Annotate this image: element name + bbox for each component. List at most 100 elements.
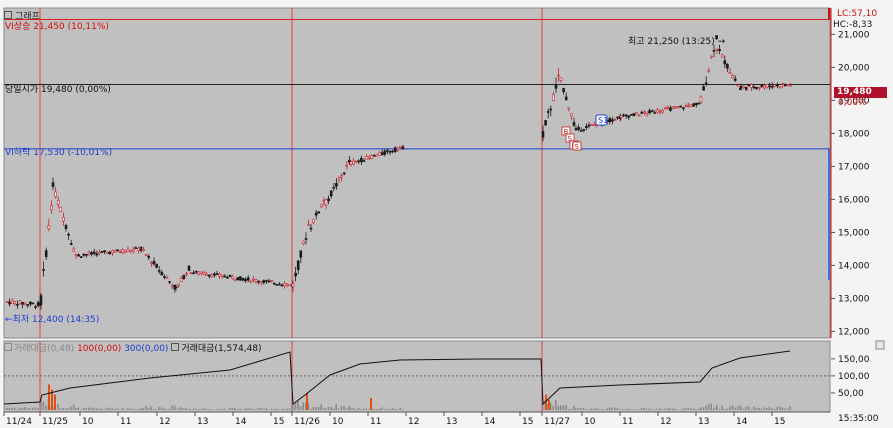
- candle: [207, 274, 211, 277]
- candle: [399, 145, 402, 148]
- volume-bar: [160, 407, 163, 410]
- volume-spike: [51, 389, 53, 410]
- volume-bar: [292, 401, 294, 410]
- x-tick-label: 11/26: [294, 417, 320, 427]
- candle: [131, 248, 135, 252]
- volume-bar: [262, 408, 265, 410]
- volume-bar: [75, 407, 77, 410]
- volume-bar: [745, 406, 747, 410]
- volume-bar: [593, 408, 595, 410]
- volume-bar: [173, 405, 176, 410]
- low-price-label: ←최저 12,400 (14:35): [5, 315, 100, 325]
- candle: [246, 277, 250, 281]
- candle: [590, 124, 593, 126]
- volume-bar: [205, 408, 208, 410]
- volume-bar: [378, 408, 381, 410]
- volume-bar: [252, 409, 254, 410]
- volume-bar: [145, 406, 147, 410]
- volume-bar: [653, 409, 656, 410]
- volume-bar: [188, 408, 190, 410]
- candle: [689, 104, 693, 107]
- checkbox-icon[interactable]: [4, 343, 12, 351]
- x-tick-label: 10: [82, 417, 94, 427]
- volume-bar: [608, 407, 611, 410]
- volume-bar: [155, 408, 158, 410]
- candle: [267, 280, 271, 283]
- candle: [270, 280, 273, 282]
- volume-bar: [116, 408, 119, 410]
- candle: [704, 82, 708, 85]
- volume-bar: [229, 407, 231, 410]
- candle: [134, 247, 138, 249]
- candle: [194, 270, 198, 273]
- candle: [56, 200, 60, 205]
- candle: [26, 304, 30, 306]
- candle: [202, 272, 206, 276]
- price-pane: [3, 7, 831, 339]
- candle: [373, 154, 376, 157]
- candle: [324, 199, 328, 206]
- volume-bar: [121, 407, 124, 410]
- volume-bar: [682, 408, 684, 410]
- pane-scroll-button[interactable]: [875, 340, 885, 350]
- candle: [663, 107, 667, 110]
- current-price-badge: 19,480: [834, 87, 887, 98]
- volume-bar: [67, 408, 70, 410]
- candle: [747, 84, 751, 87]
- candle: [750, 84, 753, 88]
- candle: [720, 54, 724, 58]
- candle: [244, 278, 247, 282]
- candle: [272, 282, 276, 285]
- volume-bar: [185, 407, 187, 410]
- candle: [587, 124, 591, 127]
- volume-bar: [721, 405, 723, 410]
- volume-bar: [297, 401, 299, 410]
- volume-bar: [710, 403, 712, 410]
- volume-bar: [175, 409, 177, 410]
- price-tick-label: 15,000: [838, 228, 870, 238]
- checkbox-icon[interactable]: [4, 11, 12, 19]
- volume-bar: [659, 408, 661, 410]
- candle: [165, 277, 169, 279]
- volume-bar: [93, 407, 95, 410]
- volume-bar: [213, 409, 215, 410]
- candle: [763, 85, 766, 89]
- volume-bar: [244, 408, 247, 410]
- candle: [736, 84, 740, 87]
- candle: [275, 284, 279, 286]
- x-tick-label: 12: [159, 417, 170, 427]
- candle: [220, 274, 224, 277]
- volume-bar: [338, 408, 340, 410]
- trade-marker[interactable]: [572, 141, 582, 151]
- volume-bar: [158, 406, 160, 410]
- trade-marker-label: S: [568, 135, 573, 143]
- volume-bar: [37, 407, 39, 410]
- candle: [739, 87, 742, 91]
- volume-bar: [646, 408, 648, 410]
- volume-bar: [758, 408, 760, 410]
- volume-bar: [200, 408, 202, 410]
- candle: [396, 148, 400, 151]
- candle: [111, 250, 114, 254]
- volume-bar: [373, 408, 375, 410]
- volume-bar: [294, 403, 297, 410]
- candle: [619, 115, 623, 118]
- signal-badge[interactable]: [595, 114, 608, 126]
- candle: [582, 129, 586, 131]
- volume-bar: [247, 408, 249, 410]
- volume-bar: [103, 409, 106, 410]
- volume-bar: [789, 406, 791, 410]
- candle: [320, 204, 323, 208]
- candle: [90, 252, 93, 255]
- volume-bar: [6, 407, 8, 410]
- checkbox-icon[interactable]: [171, 343, 180, 351]
- candle: [613, 119, 617, 122]
- volume-bar: [98, 408, 100, 410]
- candle: [87, 252, 91, 255]
- volume-bar: [223, 408, 226, 410]
- volume-bar: [320, 404, 322, 410]
- candle: [643, 111, 646, 114]
- volume-bar: [562, 405, 565, 410]
- candle: [16, 304, 19, 306]
